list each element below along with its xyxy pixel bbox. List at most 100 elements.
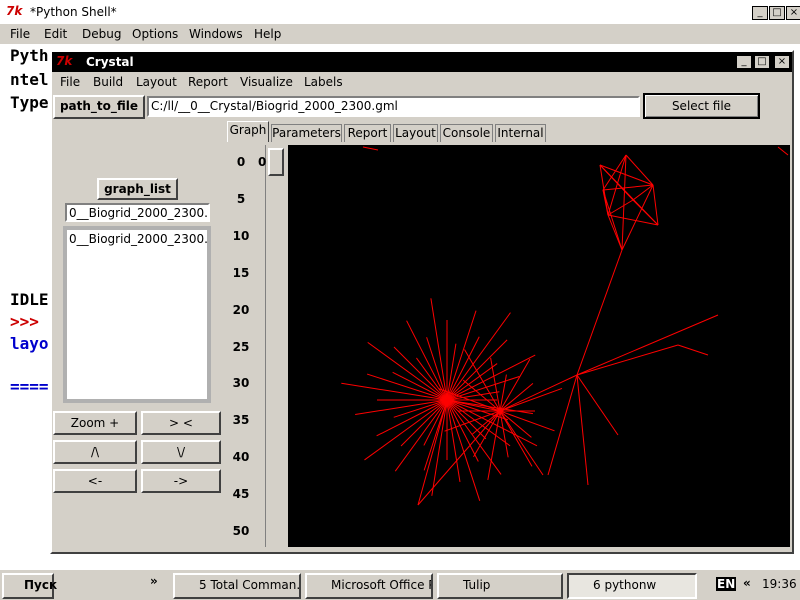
- menu-item[interactable]: Visualize: [240, 75, 293, 89]
- edge: [499, 410, 509, 458]
- edge: [400, 399, 448, 447]
- edge: [464, 349, 501, 412]
- nav-button[interactable]: <-: [53, 469, 137, 493]
- graph-canvas: [288, 145, 790, 547]
- minimize[interactable]: _: [752, 6, 768, 20]
- tray-more[interactable]: «: [743, 576, 751, 590]
- edge: [446, 399, 461, 483]
- edge: [462, 379, 501, 412]
- edge: [446, 339, 508, 401]
- edge: [602, 189, 609, 216]
- maximize[interactable]: □: [754, 55, 770, 69]
- ruler-label: 30: [232, 376, 250, 391]
- edge: [607, 199, 634, 216]
- edge: [446, 399, 511, 447]
- menu-item[interactable]: Build: [93, 75, 124, 89]
- list-item[interactable]: 0__Biogrid_2000_2300.g: [69, 232, 211, 246]
- menu-item[interactable]: Edit: [44, 27, 68, 41]
- edge: [576, 249, 623, 376]
- language[interactable]: EN: [716, 577, 737, 591]
- close[interactable]: ×: [786, 6, 800, 20]
- nav-button[interactable]: /\: [53, 440, 137, 464]
- menu-item[interactable]: Labels: [304, 75, 343, 89]
- edge: [446, 343, 457, 401]
- edge: [446, 310, 477, 401]
- shell-line: IDLE: [10, 290, 49, 309]
- path-button[interactable]: path_to_file: [53, 95, 145, 119]
- edge: [576, 374, 589, 486]
- tab[interactable]: Parameters: [271, 124, 342, 142]
- edge: [364, 399, 448, 461]
- quick-launch-more[interactable]: »: [150, 574, 158, 588]
- path-entry[interactable]: C:/ll/__0__Crystal/Biogrid_2000_2300.gml: [147, 96, 640, 117]
- edge: [431, 399, 448, 496]
- edge: [392, 371, 448, 401]
- window-title: Crystal: [86, 55, 134, 69]
- edge: [473, 410, 501, 458]
- edge: [406, 320, 448, 401]
- menu-item[interactable]: Layout: [136, 75, 177, 89]
- tab[interactable]: Graph: [227, 121, 269, 142]
- edge: [499, 410, 532, 438]
- nav-button[interactable]: ->: [141, 469, 221, 493]
- graph-listbox[interactable]: 0__Biogrid_2000_2300.g: [63, 226, 211, 403]
- shell-titlebar: 7k *Python Shell* _ □ ×: [0, 0, 800, 24]
- edge: [632, 199, 659, 226]
- edge: [376, 399, 448, 437]
- edge: [444, 410, 501, 432]
- edge: [446, 336, 480, 401]
- edge: [446, 363, 498, 401]
- close[interactable]: ×: [774, 55, 790, 69]
- scroll-slider[interactable]: [268, 148, 284, 176]
- nav-button[interactable]: Zoom +: [53, 411, 137, 435]
- edge: [499, 374, 578, 412]
- edge: [607, 154, 627, 216]
- edge: [599, 164, 634, 201]
- edge: [621, 154, 627, 251]
- menu-item[interactable]: File: [10, 27, 31, 41]
- edge: [499, 382, 534, 412]
- edge: [446, 312, 511, 401]
- graph-edges: [341, 146, 789, 506]
- shell-line: ntel: [10, 70, 49, 89]
- menu-item[interactable]: File: [60, 75, 81, 89]
- menu-item[interactable]: Help: [254, 27, 282, 41]
- nav-button[interactable]: > <: [141, 411, 221, 435]
- edge: [426, 337, 448, 401]
- edge: [423, 399, 448, 446]
- edge: [576, 374, 619, 436]
- task-button[interactable]: 6 pythonw: [567, 573, 697, 599]
- edge: [602, 184, 654, 191]
- edge: [446, 399, 487, 440]
- edge: [446, 399, 479, 462]
- edge: [355, 399, 448, 416]
- ruler-label: 25: [232, 339, 250, 354]
- shell-line: layo: [10, 334, 49, 353]
- clock: 19:36: [762, 577, 797, 591]
- tab[interactable]: Console: [440, 124, 493, 142]
- nav-button[interactable]: \/: [141, 440, 221, 464]
- tab[interactable]: Internal: [495, 124, 546, 142]
- menu-item[interactable]: Windows: [189, 27, 243, 41]
- menu-item[interactable]: Debug: [82, 27, 122, 41]
- edge: [499, 410, 544, 476]
- edge: [446, 399, 509, 421]
- shell-line: >>>: [10, 312, 39, 331]
- start-button[interactable]: Пуск: [2, 573, 57, 599]
- graph-entry[interactable]: 0__Biogrid_2000_2300.g: [65, 203, 210, 222]
- shell-line: Type: [10, 93, 49, 112]
- graph-list-button[interactable]: graph_list: [97, 178, 178, 200]
- minimize[interactable]: _: [736, 55, 752, 69]
- task-button[interactable]: Microsoft Office Pi...: [305, 573, 433, 599]
- menu-item[interactable]: Report: [188, 75, 228, 89]
- edge: [446, 354, 536, 401]
- maximize[interactable]: □: [769, 6, 785, 20]
- tab[interactable]: Layout: [393, 124, 438, 142]
- select-button[interactable]: Select file: [643, 93, 760, 119]
- task-button[interactable]: 5 Total Comman...: [173, 573, 301, 599]
- crystal-titlebar: 7k Crystal _ □ ×: [52, 52, 792, 72]
- task-button[interactable]: Tulip: [437, 573, 563, 599]
- menu-item[interactable]: Options: [132, 27, 179, 41]
- tab[interactable]: Report: [344, 124, 391, 142]
